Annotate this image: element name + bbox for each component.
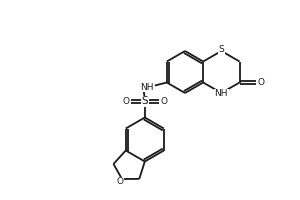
Text: S: S [218,46,224,54]
Text: O: O [257,78,264,87]
Text: S: S [142,97,148,106]
Text: NH: NH [214,90,228,98]
Text: O: O [160,97,167,106]
Text: O: O [122,97,129,106]
Text: NH: NH [140,83,154,92]
Text: O: O [117,177,124,186]
